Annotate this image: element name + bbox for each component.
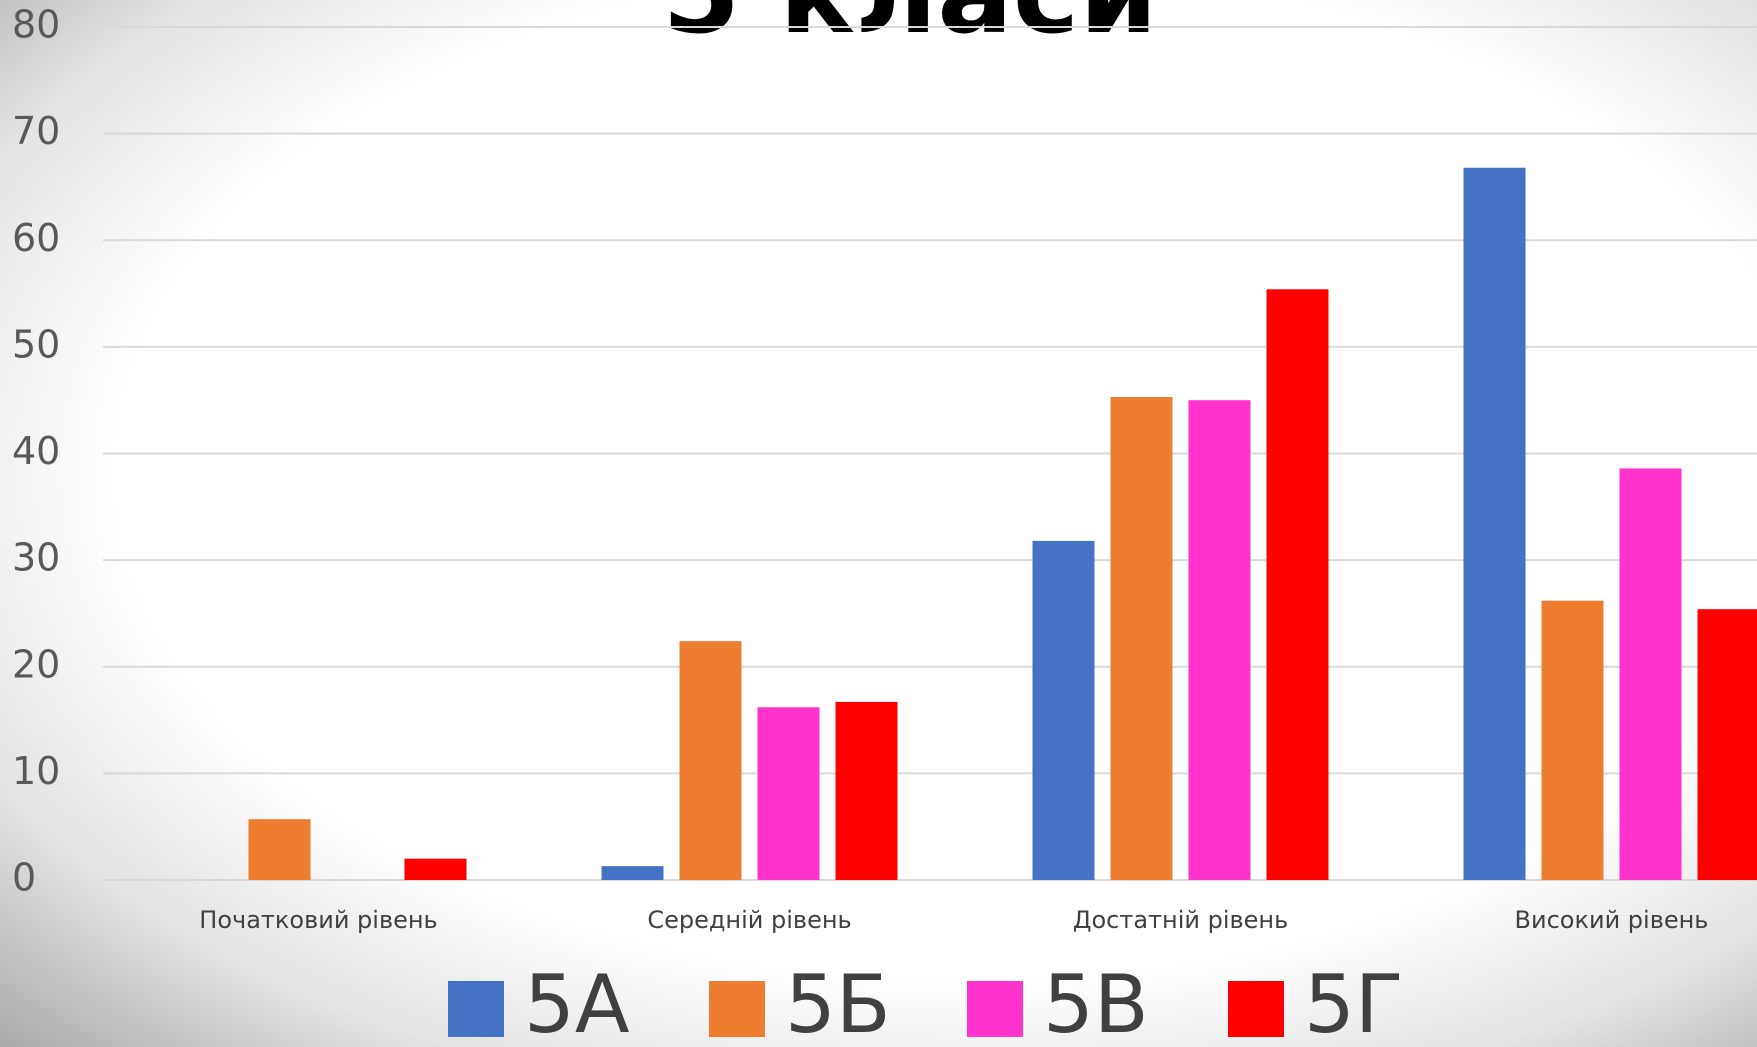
y-tick-label: 20 bbox=[12, 642, 60, 686]
x-tick-label: Початковий рівень bbox=[199, 906, 437, 934]
legend-label: 5Г bbox=[1304, 958, 1404, 1047]
bar bbox=[836, 702, 898, 880]
y-tick-label: 60 bbox=[12, 216, 60, 260]
x-tick-label: Високий рівень bbox=[1515, 906, 1709, 934]
y-tick-label: 50 bbox=[12, 322, 60, 366]
legend-swatch bbox=[448, 981, 504, 1037]
legend-swatch bbox=[709, 981, 765, 1037]
bar bbox=[1033, 541, 1095, 880]
bar bbox=[1189, 400, 1251, 880]
chart-title: 5 класи bbox=[662, 0, 1157, 59]
y-tick-label: 30 bbox=[12, 536, 60, 580]
y-tick-label: 40 bbox=[12, 429, 60, 473]
bar bbox=[1267, 289, 1329, 880]
bar bbox=[1464, 168, 1526, 880]
bar bbox=[758, 707, 820, 880]
legend-swatch bbox=[1228, 981, 1284, 1037]
bar bbox=[1111, 397, 1173, 880]
y-tick-label: 10 bbox=[12, 749, 60, 793]
page: 5 класи 0 10 20 30 40 50 60 70 80 Початковий ріве… bbox=[0, 0, 1757, 1047]
y-tick-label: 0 bbox=[12, 856, 36, 900]
legend-label: 5А bbox=[524, 958, 630, 1047]
bar bbox=[1698, 609, 1757, 880]
bar bbox=[1620, 468, 1682, 880]
bar bbox=[602, 866, 664, 880]
bar bbox=[405, 859, 467, 880]
y-tick-label: 70 bbox=[12, 109, 60, 153]
legend-label: 5В bbox=[1043, 958, 1149, 1047]
chart: 5 класи 0 10 20 30 40 50 60 70 80 Початковий ріве… bbox=[0, 0, 1757, 1047]
y-tick-label: 80 bbox=[12, 3, 60, 47]
legend-label: 5Б bbox=[785, 958, 891, 1047]
bar bbox=[1542, 601, 1604, 880]
x-tick-label: Достатній рівень bbox=[1073, 906, 1289, 934]
bar bbox=[249, 819, 311, 880]
legend-swatch bbox=[967, 981, 1023, 1037]
x-tick-label: Середній рівень bbox=[647, 906, 851, 934]
bar bbox=[680, 641, 742, 880]
